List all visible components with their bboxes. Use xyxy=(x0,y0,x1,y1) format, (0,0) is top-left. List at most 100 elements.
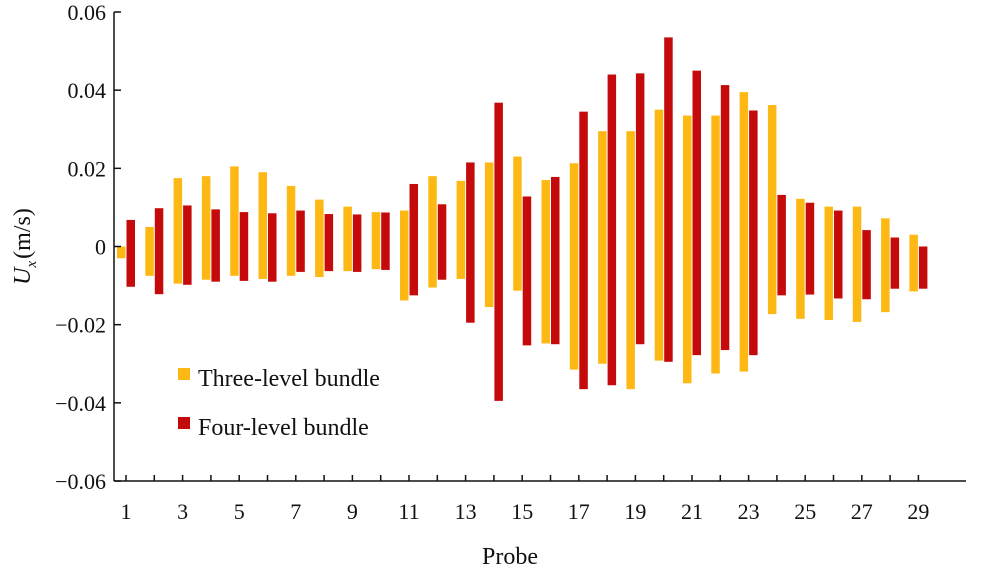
bar-three-level-pos-probe-5 xyxy=(230,166,239,247)
bar-three-level-neg-probe-10 xyxy=(371,246,381,270)
y-tick-label: 0.02 xyxy=(68,156,107,181)
x-tick-label: 7 xyxy=(290,499,301,524)
bar-four-level-pos-probe-15 xyxy=(522,196,532,247)
x-tick-label: 1 xyxy=(121,499,132,524)
bars-layer xyxy=(117,37,928,401)
y-tick-label: 0.04 xyxy=(68,78,107,103)
y-tick-label: 0.06 xyxy=(68,0,107,25)
bar-three-level-neg-probe-2 xyxy=(145,246,154,276)
y-axis-symbol: U xyxy=(10,266,36,285)
bar-four-level-pos-probe-14 xyxy=(494,102,503,247)
x-tick-label: 15 xyxy=(511,499,533,524)
x-tick-label: 29 xyxy=(907,499,929,524)
bar-three-level-pos-probe-9 xyxy=(343,206,352,247)
legend-label-three-level: Three-level bundle xyxy=(198,366,380,392)
bar-four-level-neg-probe-1 xyxy=(126,246,135,287)
bar-three-level-neg-probe-19 xyxy=(626,246,635,390)
y-axis-subscript: x xyxy=(24,261,40,269)
y-tick-label: −0.06 xyxy=(55,469,106,494)
bar-four-level-pos-probe-8 xyxy=(324,214,334,247)
bar-three-level-neg-probe-22 xyxy=(711,246,720,374)
legend: Three-level bundle Four-level bundle xyxy=(178,366,380,441)
bar-three-level-neg-probe-13 xyxy=(456,246,466,279)
bar-three-level-pos-probe-12 xyxy=(428,176,437,247)
bar-three-level-pos-probe-26 xyxy=(824,206,833,247)
bar-three-level-neg-probe-21 xyxy=(683,246,692,384)
bar-four-level-pos-probe-26 xyxy=(834,210,843,247)
x-tick-label: 23 xyxy=(738,499,760,524)
bar-four-level-pos-probe-10 xyxy=(381,212,390,247)
bar-three-level-neg-probe-6 xyxy=(258,246,267,279)
bar-three-level-pos-probe-8 xyxy=(315,199,324,247)
bar-three-level-pos-probe-23 xyxy=(739,92,749,247)
bar-four-level-pos-probe-22 xyxy=(720,85,730,247)
bar-three-level-neg-probe-18 xyxy=(598,246,607,364)
bar-four-level-neg-probe-28 xyxy=(890,246,900,289)
bar-three-level-neg-probe-11 xyxy=(400,246,409,301)
bar-three-level-pos-probe-16 xyxy=(541,180,550,247)
x-tick-label: 11 xyxy=(398,499,419,524)
bar-three-level-neg-probe-26 xyxy=(824,246,833,320)
bar-four-level-pos-probe-2 xyxy=(154,208,164,247)
bar-four-level-neg-probe-8 xyxy=(324,246,334,272)
bar-three-level-neg-probe-14 xyxy=(484,246,494,308)
x-tick-label: 3 xyxy=(177,499,188,524)
bar-four-level-neg-probe-25 xyxy=(805,246,815,295)
bar-three-level-neg-probe-20 xyxy=(654,246,664,361)
bar-three-level-neg-probe-8 xyxy=(315,246,324,277)
bar-four-level-neg-probe-26 xyxy=(834,246,843,299)
bar-three-level-pos-probe-17 xyxy=(569,163,579,247)
bar-four-level-pos-probe-6 xyxy=(268,213,277,247)
bar-three-level-neg-probe-16 xyxy=(541,246,550,344)
bar-four-level-pos-probe-16 xyxy=(551,176,560,247)
bar-four-level-neg-probe-6 xyxy=(268,246,277,282)
bar-four-level-neg-probe-13 xyxy=(466,246,475,323)
x-tick-label: 21 xyxy=(681,499,703,524)
bar-three-level-neg-probe-7 xyxy=(286,246,296,276)
bar-three-level-pos-probe-11 xyxy=(400,210,409,247)
bar-three-level-neg-probe-25 xyxy=(796,246,805,319)
x-tick-label: 27 xyxy=(851,499,873,524)
bar-three-level-neg-probe-27 xyxy=(852,246,862,322)
bar-three-level-neg-probe-17 xyxy=(569,246,579,370)
y-tick-label: −0.04 xyxy=(55,391,106,416)
bar-four-level-pos-probe-28 xyxy=(890,237,900,247)
bar-three-level-pos-probe-6 xyxy=(258,172,267,247)
bar-four-level-pos-probe-23 xyxy=(749,110,758,247)
y-tick-label: 0 xyxy=(95,235,106,260)
bar-four-level-pos-probe-5 xyxy=(239,212,249,247)
bar-three-level-pos-probe-21 xyxy=(683,115,692,247)
bar-four-level-neg-probe-10 xyxy=(381,246,390,270)
bar-four-level-neg-probe-23 xyxy=(749,246,758,356)
bar-three-level-pos-probe-28 xyxy=(881,218,890,247)
bar-four-level-neg-probe-19 xyxy=(635,246,645,345)
x-tick-label: 9 xyxy=(347,499,358,524)
x-axis-title: Probe xyxy=(482,544,538,570)
x-tick-label: 17 xyxy=(568,499,590,524)
bar-four-level-neg-probe-17 xyxy=(579,246,588,390)
bar-three-level-neg-probe-15 xyxy=(513,246,522,291)
bar-four-level-neg-probe-14 xyxy=(494,246,503,401)
bar-four-level-neg-probe-24 xyxy=(777,246,786,296)
bar-three-level-pos-probe-10 xyxy=(371,212,381,247)
bar-four-level-neg-probe-15 xyxy=(522,246,532,346)
bar-three-level-neg-probe-9 xyxy=(343,246,352,272)
bar-four-level-neg-probe-11 xyxy=(409,246,418,296)
bar-four-level-pos-probe-13 xyxy=(466,162,475,247)
y-tick-label: −0.02 xyxy=(55,313,106,338)
bar-three-level-pos-probe-2 xyxy=(145,226,154,247)
bar-three-level-neg-probe-12 xyxy=(428,246,437,288)
bar-three-level-neg-probe-23 xyxy=(739,246,749,372)
bar-three-level-pos-probe-29 xyxy=(909,234,918,247)
bar-four-level-pos-probe-19 xyxy=(635,73,645,247)
bar-four-level-neg-probe-4 xyxy=(211,246,220,282)
bar-three-level-pos-probe-4 xyxy=(201,176,211,247)
x-tick-label: 5 xyxy=(234,499,245,524)
bar-three-level-pos-probe-18 xyxy=(598,131,607,247)
bar-three-level-neg-probe-5 xyxy=(230,246,239,276)
bar-three-level-neg-probe-28 xyxy=(881,246,890,313)
bar-four-level-pos-probe-9 xyxy=(352,214,362,247)
bar-four-level-neg-probe-21 xyxy=(692,246,701,356)
bar-four-level-neg-probe-29 xyxy=(918,246,928,289)
